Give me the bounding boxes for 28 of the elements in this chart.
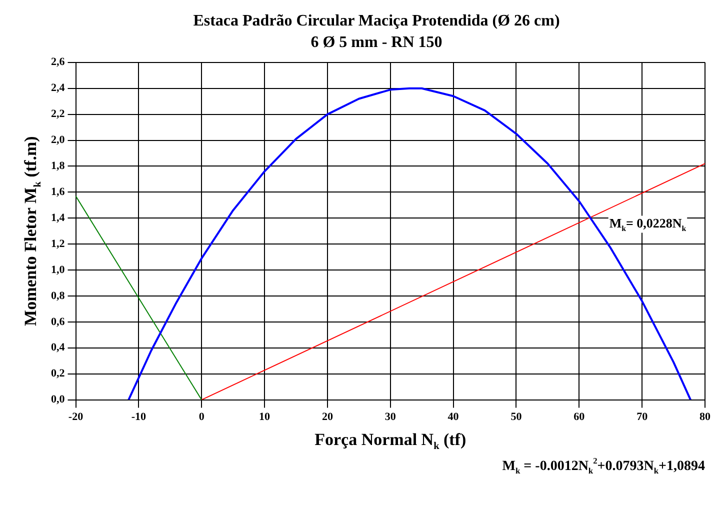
x-tick-label: 0 (198, 411, 205, 424)
x-tick-label: 10 (259, 411, 271, 424)
y-tick-label: 2,2 (51, 108, 66, 120)
x-tick-label: 40 (448, 411, 460, 424)
y-tick-label: 2,0 (51, 134, 66, 146)
y-tick-label: 1,2 (51, 238, 66, 250)
x-tick-label: 60 (574, 411, 586, 424)
chart-title: Estaca Padrão Circular Maciça Protendida (Ø 26 cm) (193, 12, 560, 30)
x-tick-label: 30 (384, 411, 396, 424)
y-tick-label: 0,8 (51, 290, 66, 302)
x-tick-label: 70 (636, 411, 648, 424)
x-tick-label: 50 (510, 411, 522, 424)
y-tick-label: 2,6 (51, 56, 66, 68)
x-tick-label: -10 (131, 411, 146, 424)
y-tick-label: 1,4 (51, 212, 66, 224)
y-tick-label: 1,6 (51, 186, 66, 198)
x-tick-label: 80 (700, 411, 711, 424)
y-tick-label: 1,8 (51, 160, 66, 172)
y-tick-label: 0,6 (51, 316, 66, 328)
y-axis-title: Momento Fletor Mk (tf.m) (21, 136, 44, 326)
x-tick-label: 20 (322, 411, 334, 424)
x-tick-label: -20 (68, 411, 84, 424)
y-tick-label: 0,0 (51, 394, 66, 406)
y-tick-label: 0,4 (51, 342, 66, 354)
chart-subtitle: 6 Ø 5 mm - RN 150 (310, 34, 442, 51)
y-tick-label: 1,0 (51, 264, 66, 276)
y-tick-label: 0,2 (51, 368, 66, 380)
y-tick-label: 2,4 (51, 82, 66, 94)
